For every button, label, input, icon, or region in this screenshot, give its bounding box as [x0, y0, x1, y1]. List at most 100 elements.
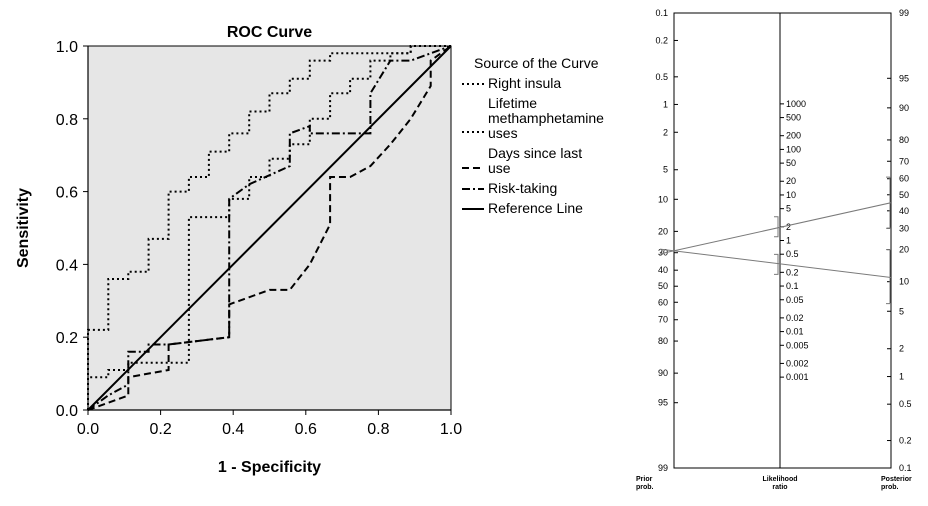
legend-label-4: Reference Line: [488, 200, 583, 216]
prior-tick-label: 1: [663, 99, 668, 109]
lr-axis-label: Likelihood: [763, 476, 798, 483]
fagan-nomogram-svg: 0.1 0.2 0.5 1 2 5 10 20 30 40 50 60 70 80 90 95 99 99 95 90…: [630, 0, 928, 501]
chart-title: ROC Curve: [227, 24, 312, 41]
lr-tick-label: 0.01: [786, 327, 804, 337]
lr-tick-label: 1000: [786, 99, 806, 109]
x-tick-label: 1.0: [440, 421, 462, 438]
series-line-4: [87, 45, 452, 411]
lr-tick-label: 50: [786, 158, 796, 168]
lr-tick-label: 0.1: [786, 281, 799, 291]
lr-tick-label: 20: [786, 176, 796, 186]
legend-label-1: Lifetime: [488, 95, 537, 111]
axes: 0.0 0.2 0.4 0.6 0.8 1.0 0.0 0.2 0.4 0.6 0.8 1.0: [56, 39, 462, 438]
lr-tick-label: 0.5: [786, 249, 799, 259]
prior-axis-label: prob.: [636, 484, 654, 491]
lr-tick-label: 200: [786, 131, 801, 141]
lr-tick-label: 0.005: [786, 340, 809, 350]
posterior-ci-bracket-negative: [886, 249, 891, 305]
prior-tick-label: 30: [658, 248, 668, 258]
x-tick-label: 0.4: [222, 421, 244, 438]
lr-tick-label: 0.05: [786, 295, 804, 305]
x-tick-label: 0.2: [149, 421, 171, 438]
posterior-tick-label: 30: [899, 223, 909, 233]
posterior-ci-bracket-positive: [886, 176, 891, 229]
prior-tick-label: 70: [658, 315, 668, 325]
posterior-tick-label: 50: [899, 190, 909, 200]
posterior-axis-label: prob.: [881, 484, 899, 491]
posterior-tick-label: 20: [899, 245, 909, 255]
legend-label-1: methamphetamine: [488, 110, 604, 126]
lr-tick-label: 0.001: [786, 372, 809, 382]
posterior-tick-label: 95: [899, 73, 909, 83]
series-line-3: [87, 45, 452, 411]
posterior-tick-label: 5: [899, 306, 904, 316]
fagan-nomogram: 0.1 0.2 0.5 1 2 5 10 20 30 40 50 60 70 80 90 95 99 99 95 90…: [630, 0, 928, 501]
y-tick-label: 0.8: [56, 112, 78, 129]
nomogram-line-negative: [659, 248, 892, 278]
prior-axis-label: Prior: [636, 476, 653, 483]
lr-ci-bracket-positive: [774, 216, 779, 238]
lr-tick-label: 0.2: [786, 267, 799, 277]
posterior-tick-label: 40: [899, 206, 909, 216]
lr-tick-label: 1: [786, 236, 791, 246]
posterior-tick-label: 0.5: [899, 399, 912, 409]
x-axis-label: 1 - Specificity: [218, 459, 321, 476]
y-tick-label: 0.0: [56, 403, 78, 420]
lr-ci-bracket-negative: [774, 253, 779, 275]
lr-tick-label: 5: [786, 204, 791, 214]
lr-tick-label: 0.002: [786, 358, 809, 368]
posterior-tick-label: 80: [899, 135, 909, 145]
prior-tick-label: 60: [658, 297, 668, 307]
prior-tick-label: 99: [658, 463, 668, 473]
roc-chart: ROC Curve 0.0 0.2 0.4 0.6 0.8 1.0 0.0 0.2 0.4 0.6 0…: [15, 24, 604, 476]
prior-tick-label: 20: [658, 226, 668, 236]
prior-tick-label: 5: [663, 165, 668, 175]
prior-tick-label: 0.5: [655, 72, 668, 82]
posterior-tick-label: 0.2: [899, 436, 912, 446]
prior-tick-label: 50: [658, 281, 668, 291]
prior-tick-label: 2: [663, 127, 668, 137]
posterior-tick-label: 10: [899, 277, 909, 287]
lr-tick-label: 500: [786, 113, 801, 123]
posterior-tick-label: 2: [899, 344, 904, 354]
lr-tick-label: 10: [786, 190, 796, 200]
prior-tick-label: 10: [658, 194, 668, 204]
series-group: [87, 45, 452, 411]
x-tick-label: 0.6: [295, 421, 317, 438]
prior-tick-label: 40: [658, 265, 668, 275]
y-tick-label: 0.2: [56, 330, 78, 347]
nomogram-background: [630, 0, 928, 501]
lr-tick-label: 0.02: [786, 313, 804, 323]
y-tick-label: 0.4: [56, 257, 78, 274]
legend-label-2: use: [488, 160, 511, 176]
prior-tick-label: 0.1: [655, 8, 668, 18]
legend-title: Source of the Curve: [474, 55, 599, 71]
legend-label-0: Right insula: [488, 75, 561, 91]
posterior-tick-label: 60: [899, 174, 909, 184]
x-tick-label: 0.0: [77, 421, 99, 438]
posterior-tick-label: 70: [899, 156, 909, 166]
prior-tick-label: 95: [658, 398, 668, 408]
posterior-tick-label: 99: [899, 8, 909, 18]
legend-label-1: uses: [488, 125, 518, 141]
posterior-tick-label: 90: [899, 103, 909, 113]
legend-label-3: Risk-taking: [488, 180, 557, 196]
prior-tick-label: 0.2: [655, 35, 668, 45]
lr-tick-label: 100: [786, 144, 801, 154]
posterior-tick-label: 0.1: [899, 463, 912, 473]
nomogram-line-positive: [659, 202, 892, 255]
posterior-tick-label: 1: [899, 372, 904, 382]
x-tick-label: 0.8: [367, 421, 389, 438]
legend: Source of the Curve Right insula Lifetimem…: [462, 55, 604, 216]
legend-label-2: Days since last: [488, 145, 582, 161]
posterior-axis-label: Posterior: [881, 476, 912, 483]
y-tick-label: 1.0: [56, 39, 78, 56]
prior-tick-label: 90: [658, 368, 668, 378]
y-tick-label: 0.6: [56, 185, 78, 202]
prior-tick-label: 80: [658, 336, 668, 346]
lr-axis-label: ratio: [772, 484, 787, 491]
y-axis-label: Sensitivity: [15, 188, 32, 268]
lr-tick-label: 2: [786, 222, 791, 232]
nomogram-frame: [673, 12, 892, 469]
